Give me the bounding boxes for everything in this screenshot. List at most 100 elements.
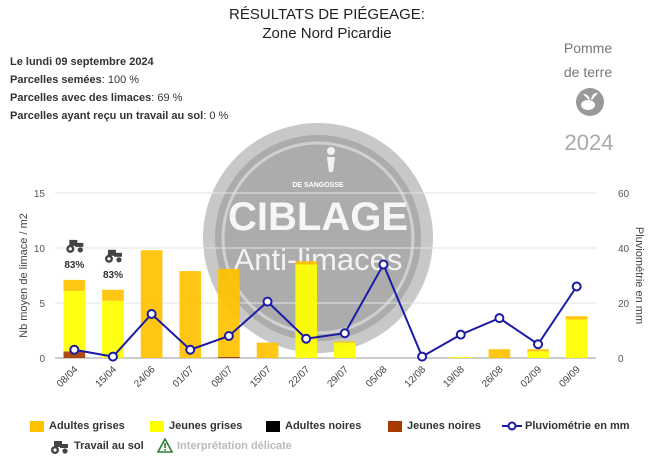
- bar-segment: [63, 279, 86, 291]
- y-tick-label: 5: [39, 299, 45, 310]
- rainfall-point: [417, 351, 428, 362]
- legend-jeunes-noires[interactable]: Jeunes noires: [388, 420, 481, 432]
- bar-segment: [449, 356, 472, 358]
- rainfall-point: [533, 339, 544, 350]
- x-tick-label: 05/08: [364, 364, 390, 390]
- info-worked: Parcelles ayant reçu un travail au sol: …: [10, 110, 228, 122]
- warning-icon: [157, 438, 173, 453]
- bar-segment: [334, 342, 356, 358]
- y2-tick-label: 20: [618, 299, 630, 310]
- rainfall-point: [494, 313, 505, 324]
- info-worked-value: : 0 %: [203, 110, 229, 122]
- bar-segment: [565, 316, 588, 320]
- info-slugs-value: : 69 %: [151, 92, 183, 104]
- rainfall-point: [107, 351, 118, 362]
- y-tick-label: 15: [34, 189, 46, 200]
- rainfall-point: [378, 259, 389, 270]
- x-tick-label: 19/08: [441, 364, 467, 390]
- bar-segment: [218, 356, 240, 358]
- rainfall-point: [69, 344, 80, 355]
- legend-line-marker: [502, 421, 522, 431]
- legend-label: Pluviométrie en mm: [525, 420, 630, 432]
- rainfall-point: [301, 333, 312, 344]
- x-tick-label: 01/07: [171, 364, 197, 390]
- rainfall-line: [74, 262, 578, 359]
- y2-tick-label: 40: [618, 244, 630, 255]
- info-sown-label: Parcelles semées: [10, 74, 102, 86]
- bar-segment: [527, 349, 549, 352]
- crop-name-line1: Pomme: [563, 40, 613, 56]
- legend-jeunes-grises[interactable]: Jeunes grises: [150, 420, 242, 432]
- tractor-icon: [104, 249, 122, 263]
- x-tick-label: 22/07: [287, 364, 313, 390]
- legend-interpretation-delicate[interactable]: Interprétation délicate: [157, 438, 292, 453]
- chart-subtitle: Zone Nord Picardie: [262, 25, 392, 42]
- bar-segment: [295, 261, 317, 265]
- watermark-brand: DE SANGOSSE: [292, 182, 344, 189]
- legend-swatch: [388, 420, 402, 432]
- rainfall-point: [223, 331, 234, 341]
- rainfall-point: [262, 296, 273, 307]
- legend-swatch: [30, 420, 44, 432]
- info-date: Le lundi 09 septembre 2024: [10, 56, 154, 68]
- sower-icon: [327, 147, 335, 172]
- tractor-hub: [107, 257, 111, 261]
- tractor-hood: [75, 242, 84, 247]
- x-tick-label: 24/06: [132, 364, 158, 390]
- info-sown-value: : 100 %: [101, 74, 140, 86]
- x-tick-label: 08/07: [210, 364, 236, 390]
- crop-year: 2024: [564, 130, 614, 155]
- rainfall-point: [339, 328, 350, 339]
- y2-axis-label: Pluviométrie en mm: [633, 227, 645, 324]
- x-tick-label: 15/07: [248, 364, 274, 390]
- x-tick-label: 09/09: [557, 364, 583, 390]
- rainfall-point: [185, 344, 196, 355]
- potato-icon: [576, 88, 604, 116]
- tractor-icon: [66, 239, 84, 253]
- legend-label: Travail au sol: [74, 440, 144, 452]
- rainfall-point: [146, 309, 157, 319]
- tractor-percent-label: 83%: [103, 270, 123, 281]
- y-tick-label: 0: [39, 354, 45, 365]
- crop-name-line2: de terre: [563, 64, 613, 80]
- bar-segment: [102, 300, 124, 358]
- bar-segment: [565, 319, 588, 358]
- legend-swatch: [150, 420, 164, 432]
- tractor-hood: [113, 252, 122, 257]
- watermark-subtitle: Anti-limaces: [234, 242, 403, 277]
- rainfall-point: [571, 281, 582, 292]
- x-tick-label: 12/08: [403, 364, 429, 390]
- bar-segment: [140, 250, 163, 358]
- legend-label: Interprétation délicate: [177, 439, 292, 452]
- bar-segment: [179, 271, 202, 358]
- rainfall-point: [455, 329, 466, 340]
- info-slugs: Parcelles avec des limaces: 69 %: [10, 92, 182, 104]
- x-tick-label: 26/08: [480, 364, 506, 390]
- info-slugs-label: Parcelles avec des limaces: [10, 92, 152, 104]
- legend-adultes-grises[interactable]: Adultes grises: [30, 420, 125, 432]
- tractor-cab: [69, 239, 78, 246]
- legend-travail-au-sol[interactable]: Travail au sol: [48, 438, 144, 454]
- bar-segment: [102, 289, 124, 301]
- y-axis-label: Nb moyen de limace / m2: [18, 213, 30, 338]
- tractor-cab: [107, 249, 116, 256]
- tractor-front-wheel: [77, 247, 83, 253]
- y-tick-label: 10: [34, 244, 46, 255]
- bar-segment: [527, 351, 549, 358]
- x-tick-label: 15/04: [94, 364, 120, 390]
- info-date-text: Le lundi 09 septembre 2024: [10, 56, 154, 68]
- watermark-title: CIBLAGE: [228, 195, 408, 239]
- legend-adultes-noires[interactable]: Adultes noires: [266, 420, 361, 432]
- legend-label: Jeunes noires: [407, 420, 481, 432]
- tractor-hub: [68, 247, 72, 251]
- info-sown: Parcelles semées: 100 %: [10, 74, 139, 86]
- bar-segment: [256, 342, 279, 358]
- legend-label: Adultes noires: [285, 420, 362, 432]
- legend-label: Adultes grises: [49, 420, 125, 432]
- y2-tick-label: 60: [618, 189, 630, 200]
- legend-pluviometrie[interactable]: Pluviométrie en mm: [502, 420, 630, 432]
- legend-label: Jeunes grises: [169, 420, 243, 432]
- watermark-logo: DE SANGOSSE CIBLAGE Anti-limaces: [203, 123, 433, 353]
- legend-swatch: [266, 420, 280, 432]
